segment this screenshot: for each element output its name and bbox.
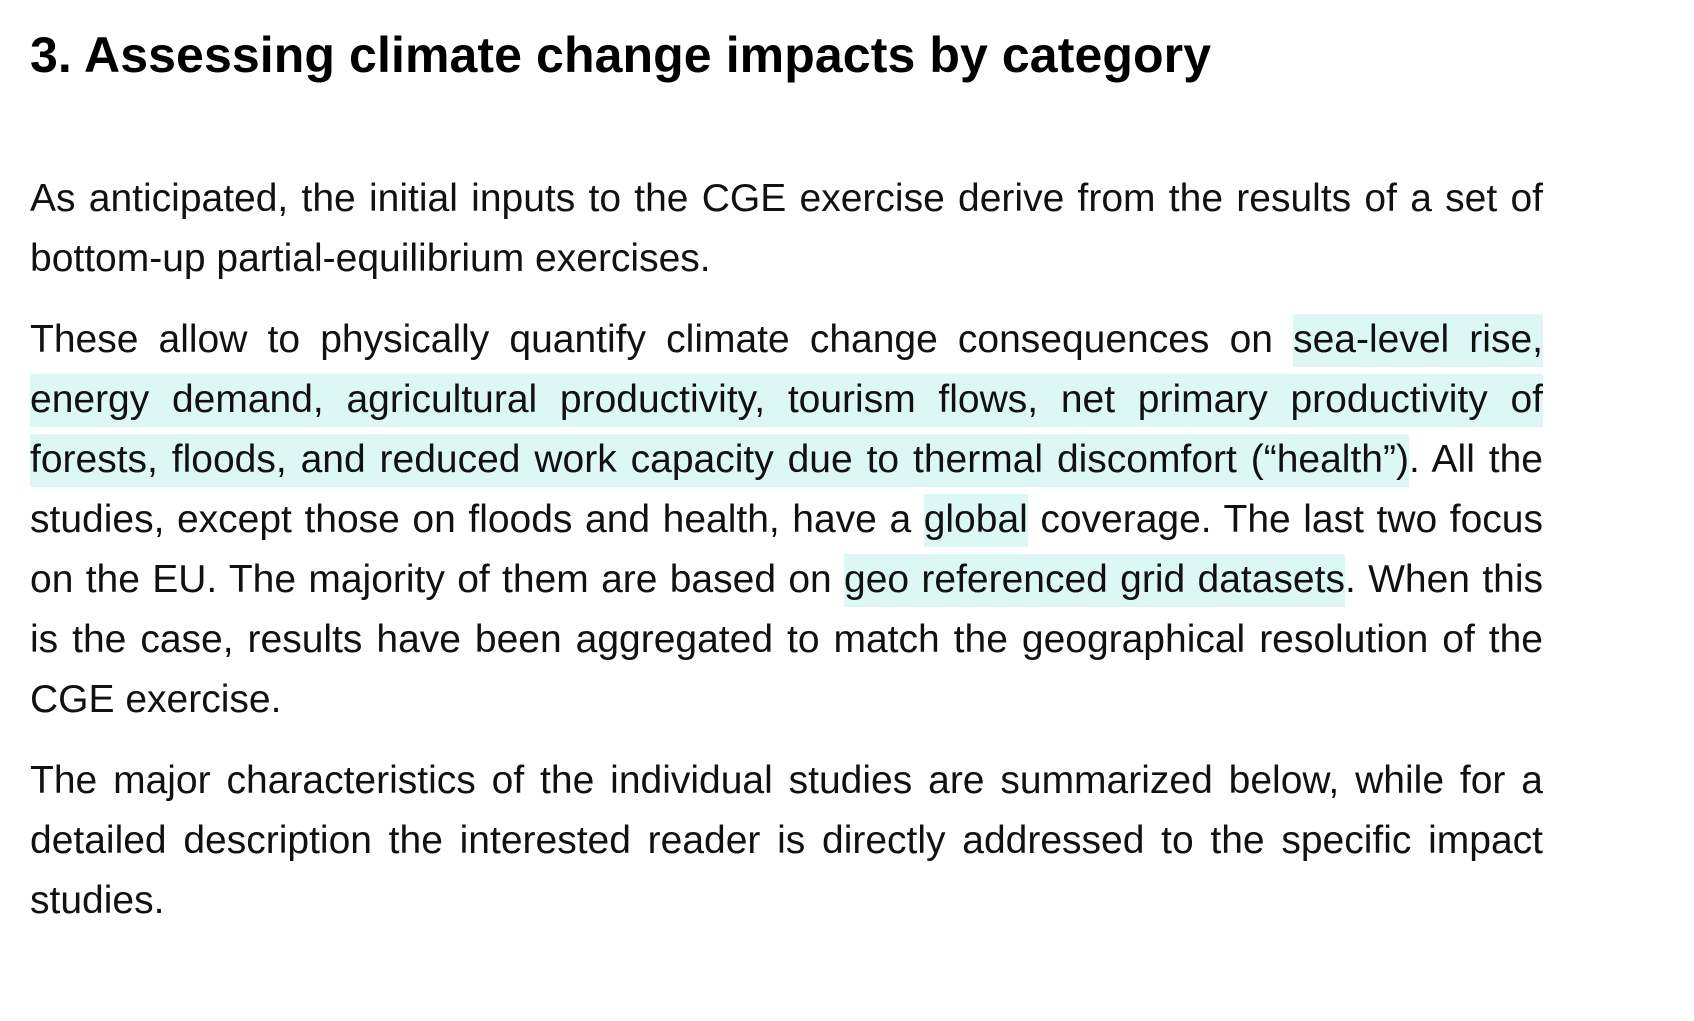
paragraph-3: The major characteristics of the individ… [30, 751, 1543, 931]
paragraph-2-text: These allow to physically quantify clima… [30, 318, 1294, 361]
paragraph-2: These allow to physically quantify clima… [30, 310, 1543, 730]
highlighted-global: global [923, 494, 1028, 547]
highlighted-grid-datasets: geo referenced grid datasets [844, 554, 1345, 607]
paragraph-2-text: coverage. The last two focus on the EU. … [30, 498, 1544, 601]
section-heading: 3. Assessing climate change impacts by c… [30, 27, 1212, 83]
document-page: 3. Assessing climate change impacts by c… [30, 0, 1543, 931]
paragraph-2-text: . All the studies, except those on flood… [30, 438, 1543, 541]
paragraph-1: As anticipated, the initial inputs to th… [30, 169, 1543, 289]
paragraph-2-text: . When this is the case, results have be… [30, 558, 1544, 721]
paragraph-1-text: As anticipated, the initial inputs to th… [30, 177, 1543, 280]
paragraph-3-text: The major characteristics of the individ… [30, 759, 1543, 922]
